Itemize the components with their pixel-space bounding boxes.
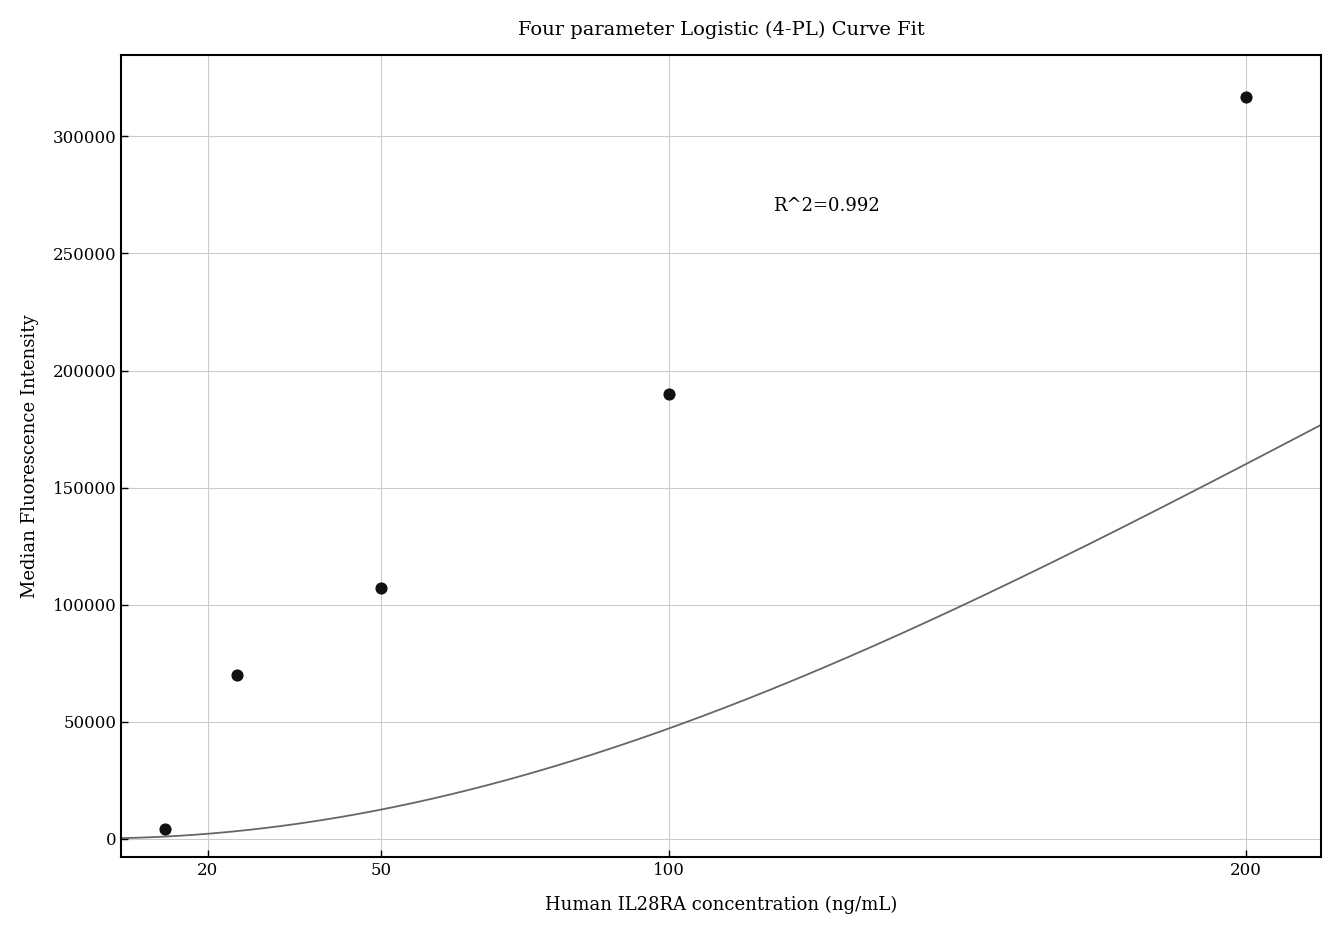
Point <box>370 581 392 596</box>
X-axis label: Human IL28RA concentration (ng/mL): Human IL28RA concentration (ng/mL) <box>545 896 898 914</box>
Y-axis label: Median Fluorescence Intensity: Median Fluorescence Intensity <box>21 314 39 597</box>
Point <box>1236 89 1257 104</box>
Point <box>225 668 247 683</box>
Point <box>154 822 176 837</box>
Text: R^2=0.992: R^2=0.992 <box>773 197 880 215</box>
Title: Four parameter Logistic (4-PL) Curve Fit: Four parameter Logistic (4-PL) Curve Fit <box>518 21 925 39</box>
Point <box>659 386 680 401</box>
